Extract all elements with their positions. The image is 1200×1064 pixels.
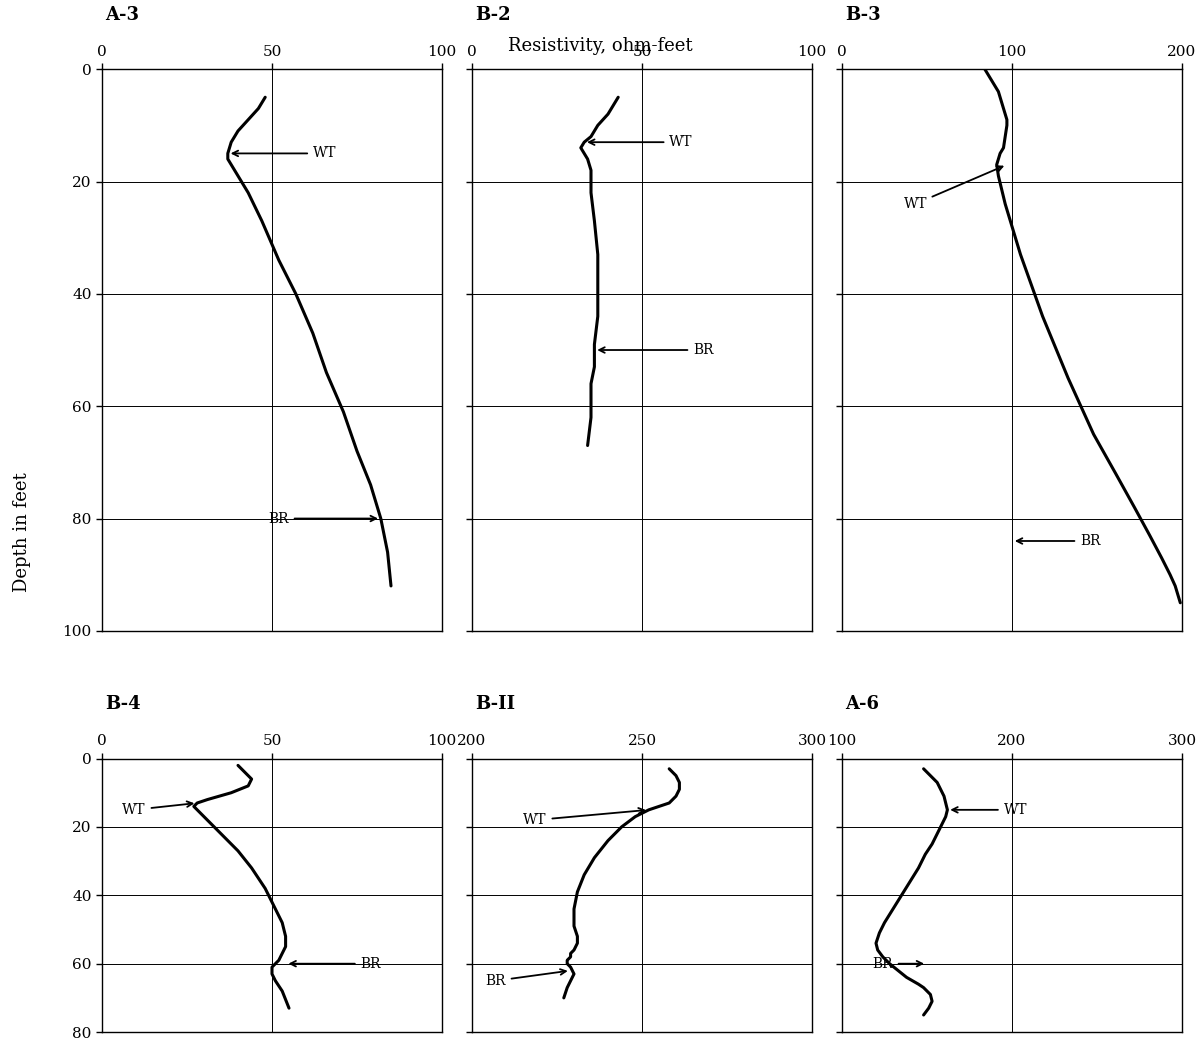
Text: WT: WT bbox=[952, 803, 1027, 817]
Text: B-4: B-4 bbox=[106, 695, 142, 713]
Text: WT: WT bbox=[589, 135, 692, 149]
Text: Depth in feet: Depth in feet bbox=[12, 472, 31, 592]
Text: Resistivity, ohm-feet: Resistivity, ohm-feet bbox=[508, 37, 692, 55]
Text: BR: BR bbox=[269, 512, 376, 526]
Text: WT: WT bbox=[233, 147, 336, 161]
Text: WT: WT bbox=[523, 808, 644, 827]
Text: BR: BR bbox=[486, 969, 566, 987]
Text: BR: BR bbox=[599, 343, 714, 358]
Text: A-6: A-6 bbox=[845, 695, 880, 713]
Text: BR: BR bbox=[872, 957, 923, 970]
Text: WT: WT bbox=[122, 801, 192, 817]
Text: B-II: B-II bbox=[475, 695, 516, 713]
Text: BR: BR bbox=[290, 957, 380, 970]
Text: B-2: B-2 bbox=[475, 5, 511, 23]
Text: BR: BR bbox=[1016, 534, 1100, 548]
Text: WT: WT bbox=[904, 166, 1002, 211]
Text: B-3: B-3 bbox=[845, 5, 881, 23]
Text: A-3: A-3 bbox=[106, 5, 139, 23]
